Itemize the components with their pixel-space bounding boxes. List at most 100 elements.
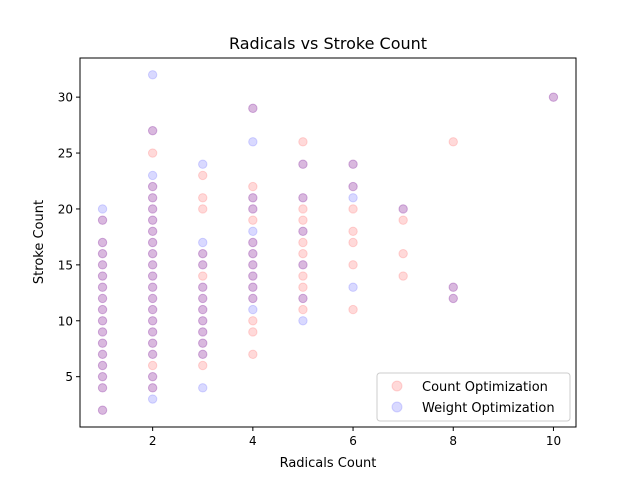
point-weight-optimization — [198, 237, 208, 248]
legend-label-weight-optimization: Weight Optimization — [422, 401, 555, 416]
point-weight-optimization — [298, 193, 308, 203]
point-weight-optimization — [147, 125, 158, 136]
point-count-optimization — [198, 282, 208, 292]
y-axis: 5 10 15 20 25 30 — [58, 91, 80, 384]
point-count-optimization — [147, 248, 158, 259]
point-weight-optimization — [248, 271, 258, 281]
point-weight-optimization — [248, 226, 258, 237]
point-count-optimization — [147, 383, 158, 393]
point-count-optimization — [348, 304, 358, 315]
point-weight-optimization — [97, 282, 108, 292]
point-count-optimization — [298, 248, 308, 259]
point-count-optimization — [147, 226, 158, 237]
point-count-optimization — [97, 327, 108, 337]
point-weight-optimization — [97, 327, 108, 337]
point-weight-optimization — [248, 260, 258, 270]
legend-box — [376, 372, 571, 422]
point-weight-optimization — [248, 248, 258, 259]
point-count-optimization — [198, 260, 208, 270]
point-count-optimization — [147, 282, 158, 292]
y-tick-label: 25 — [58, 147, 73, 161]
point-count-optimization — [198, 338, 208, 348]
point-count-optimization — [398, 215, 408, 225]
point-count-optimization — [298, 215, 308, 225]
point-count-optimization — [298, 271, 308, 281]
point-weight-optimization — [97, 215, 108, 225]
point-count-optimization — [97, 215, 108, 225]
point-count-optimization — [248, 204, 258, 214]
point-count-optimization — [248, 237, 258, 248]
point-count-optimization — [198, 360, 208, 371]
point-weight-optimization — [147, 349, 158, 360]
point-weight-optimization — [147, 70, 158, 80]
point-count-optimization — [298, 304, 308, 315]
point-count-optimization — [248, 293, 258, 304]
point-count-optimization — [248, 103, 258, 114]
point-weight-optimization — [198, 282, 208, 292]
point-count-optimization — [298, 293, 308, 304]
point-count-optimization — [448, 137, 458, 147]
y-tick-label: 20 — [58, 202, 73, 216]
point-weight-optimization — [97, 371, 108, 382]
point-count-optimization — [248, 260, 258, 270]
point-count-optimization — [248, 181, 258, 192]
point-count-optimization — [147, 327, 158, 337]
point-weight-optimization — [348, 181, 358, 192]
point-count-optimization — [348, 226, 358, 237]
point-count-optimization — [97, 293, 108, 304]
point-weight-optimization — [97, 293, 108, 304]
point-count-optimization — [248, 282, 258, 292]
point-count-optimization — [198, 248, 208, 259]
point-count-optimization — [147, 237, 158, 248]
point-weight-optimization — [147, 260, 158, 270]
point-weight-optimization — [147, 271, 158, 281]
point-count-optimization — [298, 237, 308, 248]
point-weight-optimization — [147, 394, 158, 404]
point-weight-optimization — [147, 193, 158, 203]
x-axis: 2 4 6 8 10 — [149, 427, 561, 448]
point-count-optimization — [147, 148, 158, 158]
point-weight-optimization — [248, 304, 258, 315]
point-weight-optimization — [248, 137, 258, 147]
legend-label-count-optimization: Count Optimization — [422, 380, 548, 395]
point-count-optimization — [198, 349, 208, 360]
point-count-optimization — [97, 371, 108, 382]
point-count-optimization — [398, 271, 408, 281]
point-count-optimization — [147, 215, 158, 225]
point-count-optimization — [198, 193, 208, 203]
point-count-optimization — [147, 293, 158, 304]
point-weight-optimization — [147, 170, 158, 181]
point-count-optimization — [398, 204, 408, 214]
point-count-optimization — [198, 293, 208, 304]
point-weight-optimization — [198, 383, 208, 393]
point-weight-optimization — [448, 293, 458, 304]
point-count-optimization — [298, 204, 308, 214]
point-count-optimization — [97, 338, 108, 348]
point-count-optimization — [97, 405, 108, 415]
point-count-optimization — [298, 137, 308, 147]
point-count-optimization — [248, 316, 258, 326]
point-count-optimization — [398, 248, 408, 259]
point-count-optimization — [248, 248, 258, 259]
point-weight-optimization — [97, 260, 108, 270]
point-count-optimization — [97, 237, 108, 248]
point-count-optimization — [298, 159, 308, 169]
point-weight-optimization — [298, 293, 308, 304]
point-weight-optimization — [348, 282, 358, 292]
point-weight-optimization — [147, 371, 158, 382]
point-weight-optimization — [248, 282, 258, 292]
point-weight-optimization — [198, 327, 208, 337]
point-count-optimization — [198, 170, 208, 181]
y-axis-label: Stroke Count — [32, 200, 47, 284]
point-weight-optimization — [147, 304, 158, 315]
x-axis-label: Radicals Count — [280, 456, 377, 471]
point-count-optimization — [248, 349, 258, 360]
point-count-optimization — [97, 383, 108, 393]
point-weight-optimization — [97, 316, 108, 326]
point-count-optimization — [97, 271, 108, 281]
point-weight-optimization — [248, 193, 258, 203]
point-weight-optimization — [97, 304, 108, 315]
point-weight-optimization — [348, 193, 358, 203]
point-weight-optimization — [147, 327, 158, 337]
point-count-optimization — [147, 181, 158, 192]
